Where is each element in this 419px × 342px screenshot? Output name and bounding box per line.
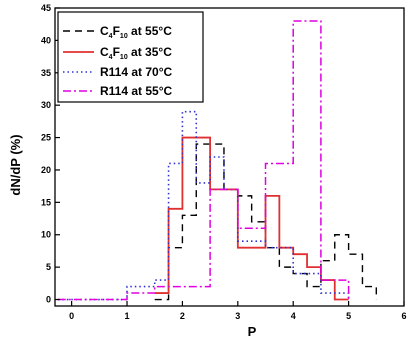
y-tick-label-5: 5 bbox=[46, 262, 51, 272]
plot-frame bbox=[54, 7, 405, 307]
legend: C4F10 at 55°C C4F10 at 35°C R114 at 70°C… bbox=[57, 11, 204, 103]
y-tick-label-45: 45 bbox=[41, 3, 51, 13]
legend-entry-r114-70: R114 at 70°C bbox=[63, 65, 173, 79]
series-layer bbox=[57, 20, 378, 301]
x-tick-label-0: 0 bbox=[69, 311, 74, 321]
x-tick-label-1: 1 bbox=[125, 311, 130, 321]
legend-label-r114-70: R114 at 70°C bbox=[100, 65, 173, 79]
legend-box bbox=[57, 11, 204, 103]
y-tick-label-35: 35 bbox=[41, 68, 51, 78]
legend-entry-r114-55: R114 at 55°C bbox=[63, 84, 173, 98]
y-tick-label-30: 30 bbox=[41, 100, 51, 110]
x-axis-title: P bbox=[248, 324, 257, 339]
y-tick-label-0: 0 bbox=[46, 295, 51, 305]
y-tick-label-25: 25 bbox=[41, 133, 51, 143]
legend-entry-c4f10-35: C4F10 at 35°C bbox=[63, 45, 172, 61]
legend-entry-c4f10-55: C4F10 at 55°C bbox=[63, 24, 172, 40]
y-tick-label-10: 10 bbox=[41, 230, 51, 240]
series-r114-70 bbox=[57, 110, 350, 301]
y-tick-label-20: 20 bbox=[41, 165, 51, 175]
x-tick-label-6: 6 bbox=[401, 311, 406, 321]
axes-layer bbox=[54, 7, 405, 307]
x-tick-label-2: 2 bbox=[180, 311, 185, 321]
legend-label-c4f10-55: C4F10 at 55°C bbox=[100, 24, 172, 40]
x-tick-label-5: 5 bbox=[346, 311, 351, 321]
legend-label-r114-55: R114 at 55°C bbox=[100, 84, 173, 98]
x-tick-label-4: 4 bbox=[291, 311, 296, 321]
y-tick-label-15: 15 bbox=[41, 197, 51, 207]
x-tick-label-3: 3 bbox=[235, 311, 240, 321]
legend-label-c4f10-35: C4F10 at 35°C bbox=[100, 45, 172, 61]
series-r114-55 bbox=[57, 20, 350, 301]
y-axis-title: dN/dP (%) bbox=[8, 134, 23, 195]
y-tick-label-40: 40 bbox=[41, 35, 51, 45]
